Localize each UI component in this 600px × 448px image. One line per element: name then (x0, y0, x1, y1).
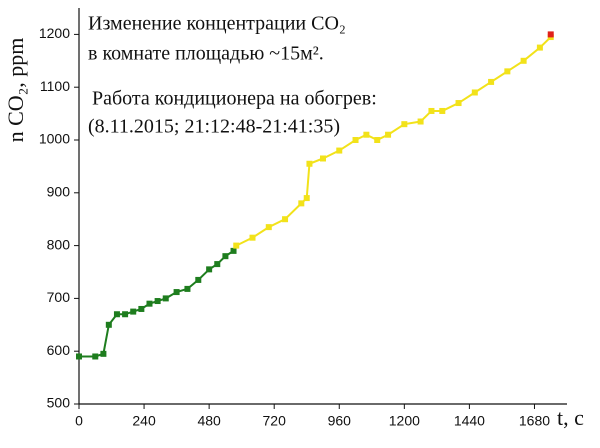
point (130, 308, 137, 315)
annotation: в комнате площадью ~15м². (88, 43, 324, 65)
point (352, 137, 359, 143)
point (504, 68, 511, 75)
point (488, 78, 495, 85)
x-tick-label: 1200 (389, 413, 420, 429)
point (428, 107, 435, 114)
y-tick-label: 1100 (40, 78, 70, 94)
point (417, 118, 424, 125)
annotation: (8.11.2015; 21:12:48-21:41:35) (88, 116, 340, 138)
point (374, 137, 381, 143)
point (92, 353, 99, 360)
point (138, 305, 145, 312)
point (303, 195, 310, 202)
point (320, 155, 326, 162)
point (76, 353, 82, 360)
y-tick-label: 1000 (39, 131, 70, 147)
y-axis-label: n CO₂, ppm (3, 38, 28, 143)
annotation: Изменение концентрации CO₂ (88, 13, 346, 35)
point (230, 247, 237, 254)
x-axis-label: t, c (557, 405, 584, 430)
point (471, 89, 478, 96)
y-tick-label: 600 (47, 342, 71, 358)
point (265, 224, 272, 231)
point (100, 350, 107, 357)
x-tick-label: 960 (328, 413, 352, 429)
point (536, 44, 543, 51)
point (113, 311, 120, 318)
point (385, 131, 392, 138)
point (146, 300, 153, 307)
point (336, 147, 343, 154)
point (195, 276, 202, 283)
point (184, 285, 191, 292)
point (206, 266, 213, 273)
x-tick-label: 720 (263, 413, 287, 429)
point (306, 160, 313, 167)
y-tick-label: 500 (47, 395, 71, 411)
point (547, 31, 554, 38)
y-tick-label: 900 (47, 184, 71, 200)
point (401, 121, 408, 128)
point (282, 216, 289, 223)
y-tick-label: 800 (47, 236, 71, 252)
x-tick-label: 1680 (519, 413, 550, 429)
x-tick-label: 480 (197, 413, 221, 429)
point (363, 131, 370, 138)
point (298, 200, 305, 207)
point (249, 234, 256, 241)
point (520, 57, 527, 64)
point (122, 311, 129, 318)
point (105, 321, 112, 328)
y-tick-label: 1200 (39, 25, 70, 41)
point (214, 261, 221, 268)
annotation: Работа кондиционера на обогрев: (92, 88, 377, 110)
point (222, 253, 229, 260)
x-tick-label: 0 (75, 413, 83, 429)
point (233, 242, 240, 249)
x-tick-label: 240 (132, 413, 156, 429)
point (154, 298, 161, 305)
y-tick-label: 700 (47, 289, 71, 305)
point (439, 107, 446, 114)
series-line (235, 36, 552, 247)
point (173, 289, 180, 296)
point (455, 100, 462, 107)
point (162, 295, 169, 302)
x-tick-label: 1440 (454, 413, 485, 429)
